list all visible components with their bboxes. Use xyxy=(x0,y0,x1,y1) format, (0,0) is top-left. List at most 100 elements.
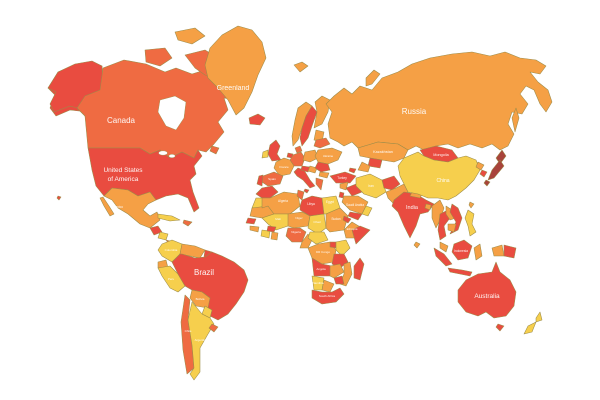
region-baja xyxy=(99,196,115,217)
country-greece xyxy=(315,177,324,191)
country-label-niger: Niger xyxy=(295,216,302,220)
island-honshu xyxy=(487,159,505,181)
country-label-bolivia: Bolivia xyxy=(196,297,205,301)
island-taiwan xyxy=(468,201,475,209)
country-label-south-africa: South Africa xyxy=(319,294,336,298)
region-caucasus xyxy=(348,167,357,174)
country-senegal xyxy=(245,217,257,225)
island-kyushu xyxy=(483,179,491,187)
country-ireland xyxy=(261,149,269,159)
island-victoria xyxy=(144,47,173,67)
island-novaya-zemlya xyxy=(365,69,381,87)
country-yemen xyxy=(347,211,363,221)
great-lakes-east xyxy=(168,153,176,159)
country-ukraine xyxy=(314,147,343,165)
country-uganda xyxy=(329,241,337,249)
country-bangladesh xyxy=(424,203,432,211)
country-sweden xyxy=(299,105,318,147)
country-guatemala xyxy=(149,225,163,236)
country-austria xyxy=(300,165,311,173)
country-label-angola: Angola xyxy=(316,267,326,271)
country-australia xyxy=(457,261,517,319)
country-label-canada: Canada xyxy=(107,116,136,125)
country-labels-layer: Greenland Canada United States of America Me… xyxy=(103,85,500,342)
country-iran xyxy=(355,173,387,199)
hudson-bay xyxy=(157,95,187,131)
country-label-china: China xyxy=(436,178,449,184)
country-niger xyxy=(287,211,311,229)
country-label-iran: Iran xyxy=(368,184,374,188)
country-zimbabwe xyxy=(333,275,345,285)
country-label-mali: Mali xyxy=(275,217,281,221)
country-turkmenistan xyxy=(357,161,371,173)
country-label-libya: Libya xyxy=(307,202,315,206)
country-russia xyxy=(325,51,553,151)
country-zambia xyxy=(329,263,345,279)
country-poland xyxy=(302,149,319,163)
country-label-dr-congo: DR Congo xyxy=(316,250,330,254)
country-north-korea xyxy=(475,161,485,171)
country-cambodia xyxy=(447,223,457,233)
country-label-mexico: Mexico xyxy=(113,205,123,209)
island-ellesmere xyxy=(174,27,206,45)
island-borneo xyxy=(451,239,473,261)
country-label-mongolia: Mongolia xyxy=(433,153,449,157)
country-label-colombia: Colombia xyxy=(165,248,178,252)
country-uruguay xyxy=(208,323,219,333)
country-belarus xyxy=(313,137,331,149)
country-label-peru: Peru xyxy=(168,277,175,281)
country-denmark xyxy=(294,145,303,154)
country-mexico xyxy=(103,187,161,229)
country-uzbekistan xyxy=(367,157,383,169)
country-label-chad: Chad xyxy=(313,220,321,224)
country-iceland xyxy=(248,113,266,126)
country-france xyxy=(273,157,295,177)
country-malaysia xyxy=(439,241,449,253)
island-hispaniola xyxy=(182,219,193,227)
country-jordan xyxy=(338,191,345,199)
country-uk xyxy=(267,139,282,162)
country-botswana xyxy=(321,279,335,293)
country-guinea xyxy=(249,225,260,233)
country-label-indonesia: Indonesia xyxy=(454,249,468,253)
country-label-saudi-arabia: Saudi Arabia xyxy=(346,203,364,207)
country-label-united-states: United States xyxy=(103,167,143,174)
island-sicily xyxy=(303,188,310,194)
country-label-sudan: Sudan xyxy=(331,217,340,221)
country-kenya xyxy=(335,239,351,257)
country-greenland xyxy=(204,25,267,116)
country-label-ethiopia: Ethiopia xyxy=(347,227,358,231)
country-china xyxy=(397,151,481,201)
country-label-brazil: Brazil xyxy=(194,268,214,277)
country-label-australia: Australia xyxy=(474,293,500,300)
country-somalia xyxy=(351,225,371,245)
island-java xyxy=(447,267,473,277)
island-sumatra xyxy=(433,247,453,267)
country-kazakhstan xyxy=(357,141,409,163)
country-label-egypt: Egypt xyxy=(326,200,334,204)
country-south-korea xyxy=(479,169,488,178)
country-label-turkey: Turkey xyxy=(337,176,347,180)
island-sri-lanka xyxy=(413,241,421,249)
country-portugal xyxy=(256,174,264,187)
island-cuba xyxy=(157,213,181,222)
country-label-algeria: Algeria xyxy=(278,199,288,203)
island-svalbard xyxy=(293,61,309,73)
country-norway xyxy=(291,101,313,147)
region-west-papua xyxy=(491,244,505,257)
island-sulawesi xyxy=(473,243,483,261)
country-philippines xyxy=(464,209,477,237)
country-ghana xyxy=(270,231,279,241)
country-hungary xyxy=(307,165,318,174)
country-romania xyxy=(314,161,331,173)
country-brazil xyxy=(171,251,249,321)
country-papua-new-guinea xyxy=(503,244,517,259)
country-label-greenland: Greenland xyxy=(217,85,250,92)
country-italy xyxy=(293,167,316,189)
country-label-chile: Chile xyxy=(185,329,192,333)
country-turkey xyxy=(329,171,357,184)
country-label-nigeria: Nigeria xyxy=(291,230,301,234)
country-peru xyxy=(157,265,186,293)
country-label-spain: Spain xyxy=(268,177,276,181)
